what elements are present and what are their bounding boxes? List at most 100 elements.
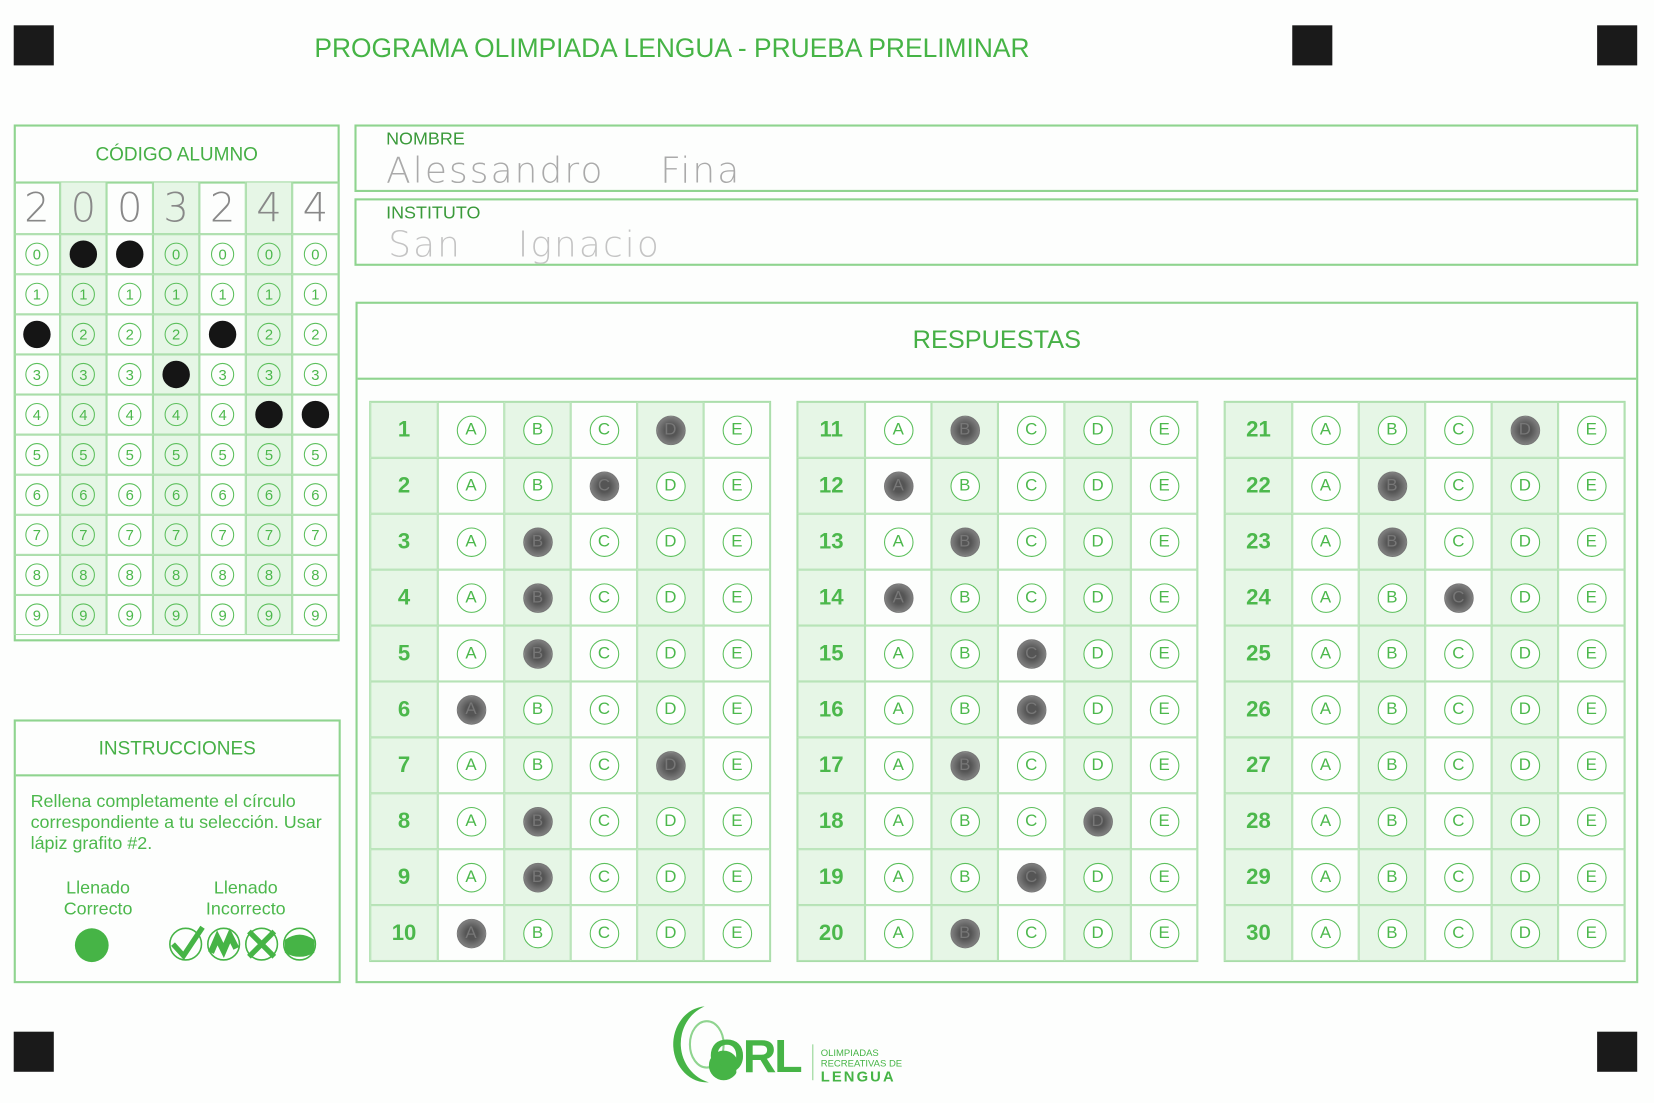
code-bubble-col7-digit-8[interactable]: 8: [303, 563, 328, 587]
answer-bubble-q5-B[interactable]: B: [522, 638, 553, 669]
answer-bubble-q23-E[interactable]: E: [1576, 526, 1607, 557]
answer-bubble-q15-E[interactable]: E: [1149, 638, 1179, 669]
answer-bubble-q9-B[interactable]: B: [522, 862, 553, 892]
code-bubble-col3-digit-7[interactable]: 7: [118, 523, 142, 547]
answer-bubble-q17-E[interactable]: E: [1149, 750, 1179, 781]
code-bubble-col6-digit-3[interactable]: 3: [257, 362, 281, 387]
answer-bubble-q23-D[interactable]: D: [1510, 526, 1540, 557]
code-bubble-col5-digit-7[interactable]: 7: [210, 523, 235, 547]
answer-bubble-q9-E[interactable]: E: [722, 862, 752, 892]
code-bubble-col5-digit-8[interactable]: 8: [210, 563, 235, 587]
answer-bubble-q6-A[interactable]: A: [456, 694, 486, 725]
answer-bubble-q14-C[interactable]: C: [1016, 582, 1046, 613]
answer-bubble-q7-A[interactable]: A: [456, 750, 486, 781]
answer-bubble-q14-A[interactable]: A: [883, 582, 914, 613]
answer-bubble-q12-C[interactable]: C: [1016, 471, 1046, 501]
answer-bubble-q25-E[interactable]: E: [1576, 638, 1607, 669]
answer-bubble-q20-C[interactable]: C: [1016, 918, 1046, 948]
answer-bubble-q5-E[interactable]: E: [722, 638, 752, 669]
answer-bubble-q15-B[interactable]: B: [949, 638, 980, 669]
code-bubble-col7-digit-2[interactable]: 2: [303, 322, 328, 347]
answer-bubble-q13-A[interactable]: A: [883, 526, 914, 557]
code-bubble-col1-digit-3[interactable]: 3: [25, 362, 49, 387]
answer-bubble-q19-D[interactable]: D: [1082, 862, 1113, 892]
answer-bubble-q27-E[interactable]: E: [1576, 750, 1607, 781]
answer-bubble-q20-D[interactable]: D: [1082, 918, 1113, 948]
answer-bubble-q20-B[interactable]: B: [949, 918, 980, 948]
answer-bubble-q4-D[interactable]: D: [655, 582, 686, 613]
answer-bubble-q2-C[interactable]: C: [589, 471, 619, 501]
answer-bubble-q24-B[interactable]: B: [1377, 582, 1407, 613]
answer-bubble-q26-D[interactable]: D: [1510, 694, 1540, 725]
code-bubble-col6-digit-8[interactable]: 8: [257, 563, 281, 587]
answer-bubble-q17-A[interactable]: A: [883, 750, 914, 781]
answer-bubble-q8-D[interactable]: D: [655, 806, 686, 837]
answer-bubble-q21-E[interactable]: E: [1576, 415, 1607, 445]
answer-bubble-q1-C[interactable]: C: [589, 415, 619, 445]
answer-bubble-q10-A[interactable]: A: [456, 918, 486, 948]
answer-bubble-q26-B[interactable]: B: [1377, 694, 1407, 725]
code-bubble-col7-digit-4[interactable]: 4: [301, 400, 330, 429]
answer-bubble-q27-A[interactable]: A: [1310, 750, 1341, 781]
code-bubble-col1-digit-5[interactable]: 5: [25, 443, 49, 467]
code-bubble-col5-digit-6[interactable]: 6: [210, 483, 235, 507]
answer-bubble-q24-C[interactable]: C: [1443, 582, 1474, 613]
answer-bubble-q7-E[interactable]: E: [722, 750, 752, 781]
instituto-field[interactable]: INSTITUTO San Ignacio: [354, 198, 1639, 266]
answer-bubble-q18-B[interactable]: B: [949, 806, 980, 837]
answer-bubble-q29-D[interactable]: D: [1510, 862, 1540, 892]
answer-bubble-q4-C[interactable]: C: [589, 582, 619, 613]
answer-bubble-q16-D[interactable]: D: [1082, 694, 1113, 725]
answer-bubble-q6-C[interactable]: C: [589, 694, 619, 725]
answer-bubble-q20-E[interactable]: E: [1149, 918, 1179, 948]
answer-bubble-q21-C[interactable]: C: [1443, 415, 1474, 445]
answer-bubble-q10-D[interactable]: D: [655, 918, 686, 948]
answer-bubble-q12-E[interactable]: E: [1149, 471, 1179, 501]
answer-bubble-q22-C[interactable]: C: [1443, 471, 1474, 501]
code-bubble-col3-digit-2[interactable]: 2: [118, 322, 142, 347]
answer-bubble-q30-B[interactable]: B: [1377, 918, 1407, 948]
answer-bubble-q7-B[interactable]: B: [522, 750, 553, 781]
answer-bubble-q6-E[interactable]: E: [722, 694, 752, 725]
answer-bubble-q30-D[interactable]: D: [1510, 918, 1540, 948]
answer-bubble-q28-E[interactable]: E: [1576, 806, 1607, 837]
answer-bubble-q8-B[interactable]: B: [522, 806, 553, 837]
answer-bubble-q19-A[interactable]: A: [883, 862, 914, 892]
code-bubble-col3-digit-6[interactable]: 6: [118, 483, 142, 507]
answer-bubble-q8-C[interactable]: C: [589, 806, 619, 837]
answer-bubble-q4-E[interactable]: E: [722, 582, 752, 613]
answer-bubble-q27-D[interactable]: D: [1510, 750, 1540, 781]
answer-bubble-q4-A[interactable]: A: [456, 582, 486, 613]
code-bubble-col2-digit-3[interactable]: 3: [71, 362, 95, 387]
answer-bubble-q22-A[interactable]: A: [1310, 471, 1341, 501]
answer-bubble-q14-D[interactable]: D: [1082, 582, 1113, 613]
answer-bubble-q3-B[interactable]: B: [522, 526, 553, 557]
code-bubble-col1-digit-4[interactable]: 4: [25, 402, 49, 427]
code-bubble-col3-digit-8[interactable]: 8: [118, 563, 142, 587]
code-bubble-col3-digit-9[interactable]: 9: [118, 603, 142, 627]
answer-bubble-q30-C[interactable]: C: [1443, 918, 1474, 948]
answer-bubble-q27-B[interactable]: B: [1377, 750, 1407, 781]
answer-bubble-q28-A[interactable]: A: [1310, 806, 1341, 837]
answer-bubble-q17-B[interactable]: B: [949, 750, 980, 781]
code-bubble-col4-digit-6[interactable]: 6: [164, 483, 188, 507]
code-bubble-col4-digit-9[interactable]: 9: [164, 603, 188, 627]
code-bubble-col3-digit-4[interactable]: 4: [118, 402, 142, 427]
code-bubble-col1-digit-9[interactable]: 9: [25, 603, 49, 627]
code-bubble-col1-digit-6[interactable]: 6: [25, 483, 49, 507]
answer-bubble-q18-A[interactable]: A: [883, 806, 914, 837]
answer-bubble-q10-C[interactable]: C: [589, 918, 619, 948]
code-bubble-col2-digit-0[interactable]: 0: [69, 240, 98, 268]
answer-bubble-q21-A[interactable]: A: [1310, 415, 1341, 445]
answer-bubble-q15-D[interactable]: D: [1082, 638, 1113, 669]
answer-bubble-q27-C[interactable]: C: [1443, 750, 1474, 781]
code-bubble-col1-digit-0[interactable]: 0: [25, 242, 49, 266]
answer-bubble-q13-D[interactable]: D: [1082, 526, 1113, 557]
answer-bubble-q11-B[interactable]: B: [949, 415, 980, 445]
code-bubble-col2-digit-7[interactable]: 7: [71, 523, 95, 547]
answer-bubble-q30-E[interactable]: E: [1576, 918, 1607, 948]
answer-bubble-q29-E[interactable]: E: [1576, 862, 1607, 892]
answer-bubble-q20-A[interactable]: A: [883, 918, 914, 948]
answer-bubble-q8-E[interactable]: E: [722, 806, 752, 837]
answer-bubble-q29-B[interactable]: B: [1377, 862, 1407, 892]
